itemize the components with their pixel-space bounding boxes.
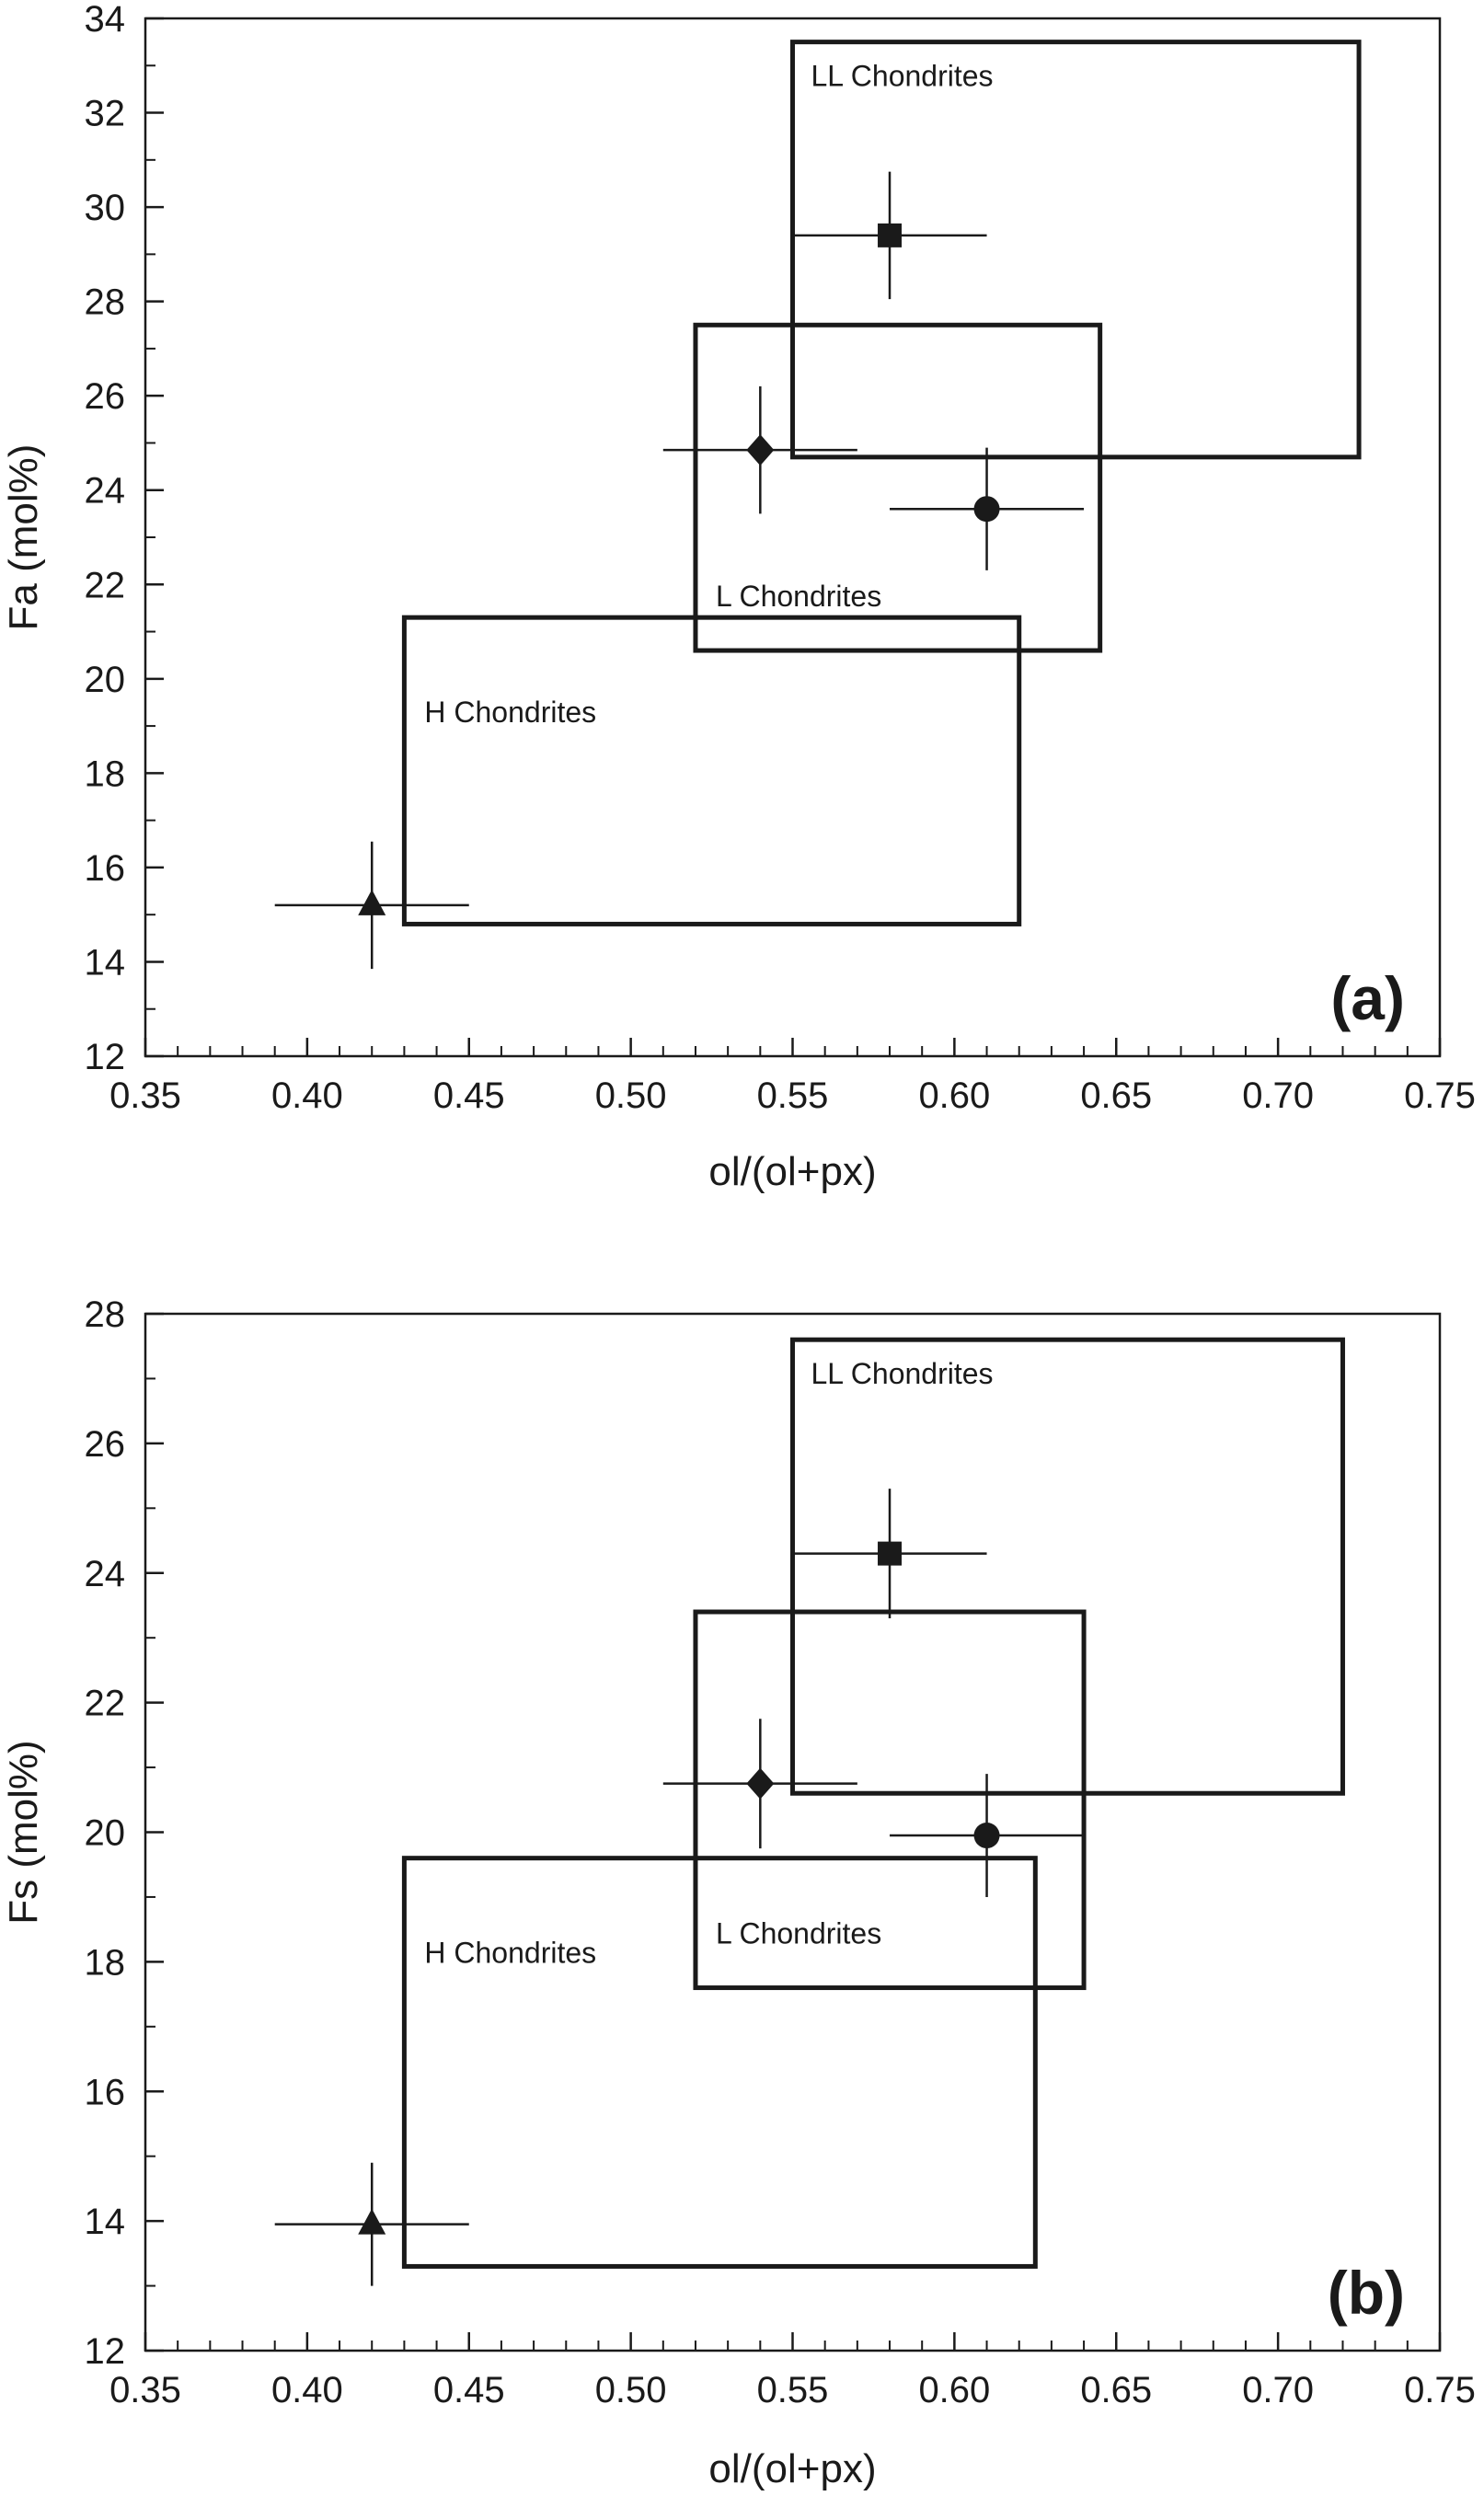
x-tick-label: 0.55	[757, 2370, 829, 2410]
x-tick-label: 0.45	[433, 1075, 505, 1116]
panel-tag: (b)	[1328, 2259, 1405, 2327]
region-box-h	[401, 1856, 1038, 2269]
x-tick-label: 0.40	[271, 2370, 343, 2410]
y-tick-label: 18	[85, 1942, 126, 1983]
y-tick-label: 14	[85, 2202, 126, 2242]
y-axis-title: Fa (mol%)	[1, 444, 46, 631]
x-tick-label: 0.40	[271, 1075, 343, 1116]
data-point-circle	[973, 496, 1000, 523]
y-tick-label: 24	[85, 1554, 126, 1594]
x-axis-title: ol/(ol+px)	[708, 2446, 876, 2491]
data-point-circle	[973, 1823, 1000, 1849]
data-point-diamond	[746, 1767, 775, 1800]
y-tick-label: 20	[85, 1813, 126, 1854]
data-point-square	[878, 1541, 903, 1566]
region-label-h: H Chondrites	[424, 1937, 596, 1970]
y-tick-label: 14	[85, 942, 126, 983]
data-point-diamond	[746, 434, 775, 466]
region-label-ll: LL Chondrites	[811, 1357, 994, 1390]
y-axis-title: Fs (mol%)	[1, 1740, 46, 1924]
y-tick-label: 16	[85, 848, 126, 889]
region-label-l: L Chondrites	[716, 1917, 881, 1950]
y-tick-label: 18	[85, 753, 126, 794]
x-tick-label: 0.75	[1404, 2370, 1476, 2410]
x-tick-label: 0.65	[1080, 2370, 1152, 2410]
region-box-ll	[790, 1337, 1345, 1796]
x-tick-label: 0.35	[109, 2370, 181, 2410]
y-tick-label: 22	[85, 1684, 126, 1724]
x-tick-label: 0.70	[1242, 1075, 1314, 1116]
panel-tag: (a)	[1330, 964, 1405, 1032]
region-label-h: H Chondrites	[424, 696, 596, 729]
data-point-square	[878, 223, 903, 247]
y-tick-label: 26	[85, 1424, 126, 1465]
region-box-h	[401, 615, 1022, 926]
y-tick-label: 26	[85, 376, 126, 417]
x-tick-label: 0.55	[757, 1075, 829, 1116]
x-axis-title: ol/(ol+px)	[708, 1149, 876, 1194]
region-label-l: L Chondrites	[716, 580, 881, 613]
x-tick-label: 0.65	[1080, 1075, 1152, 1116]
y-tick-label: 20	[85, 660, 126, 700]
x-tick-label: 0.45	[433, 2370, 505, 2410]
y-tick-label: 34	[85, 0, 126, 40]
y-tick-label: 16	[85, 2072, 126, 2112]
chart-panel-b: 0.35 0.40 0.45 0.50 0.55 0.60 0.65 0.70 0.75 12 14…	[1, 1294, 1476, 2491]
x-tick-label: 0.70	[1242, 2370, 1314, 2410]
region-box-ll	[790, 40, 1362, 460]
x-tick-label: 0.50	[595, 2370, 667, 2410]
x-tick-label: 0.60	[918, 1075, 990, 1116]
y-tick-label: 22	[85, 565, 126, 605]
y-tick-label: 28	[85, 1294, 126, 1335]
x-tick-label: 0.75	[1404, 1075, 1476, 1116]
region-label-ll: LL Chondrites	[811, 60, 994, 93]
y-tick-label: 30	[85, 188, 126, 228]
y-tick-label: 28	[85, 282, 126, 323]
y-tick-label: 12	[85, 1037, 126, 1077]
x-tick-label: 0.50	[595, 1075, 667, 1116]
data-point-triangle	[358, 2208, 386, 2235]
region-box-l	[693, 322, 1103, 653]
y-tick-label: 32	[85, 94, 126, 134]
x-tick-label: 0.35	[109, 1075, 181, 1116]
chart-panel-a: 0.35 0.40 0.45 0.50 0.55 0.60 0.65 0.70 0.75 12 14…	[1, 0, 1476, 1194]
x-tick-label: 0.60	[918, 2370, 990, 2410]
y-tick-label: 24	[85, 471, 126, 512]
data-point-triangle	[358, 889, 386, 915]
y-tick-label: 12	[85, 2331, 126, 2372]
